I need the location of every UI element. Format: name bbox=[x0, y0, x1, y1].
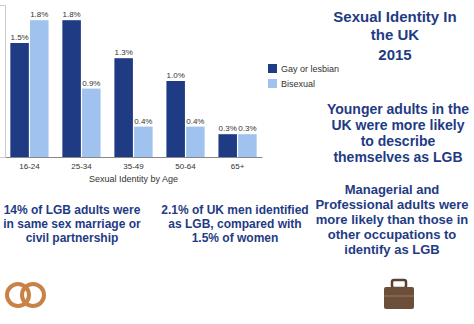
bar bbox=[238, 134, 257, 157]
x-tick: 50-64 bbox=[175, 157, 196, 171]
briefcase-body bbox=[384, 287, 414, 309]
bar bbox=[30, 20, 49, 157]
text-line: as LGB, compared with bbox=[168, 217, 301, 231]
bar bbox=[114, 58, 133, 157]
text-line: more likely than those in bbox=[316, 212, 468, 227]
text-line: Sexual Identity In bbox=[333, 8, 456, 25]
x-tick-label: 25-34 bbox=[71, 162, 92, 171]
text-line: civil partnership bbox=[26, 231, 119, 245]
x-tick-label: 16-24 bbox=[19, 162, 40, 171]
bar bbox=[10, 43, 29, 157]
text-line: 1.5% of women bbox=[192, 231, 279, 245]
text-line: Managerial and bbox=[345, 182, 440, 197]
subtitle: 2015 bbox=[378, 46, 411, 63]
x-tick-label: 50-64 bbox=[175, 162, 196, 171]
bar bbox=[134, 127, 153, 157]
x-tick: 65+ bbox=[231, 157, 245, 171]
bar bbox=[186, 127, 205, 157]
x-axis-title: Sexual Identity by Age bbox=[89, 174, 178, 184]
x-tick: 16-24 bbox=[19, 157, 40, 171]
data-label: 0.3% bbox=[238, 124, 256, 133]
text-line: to describe bbox=[361, 133, 436, 149]
x-tick: 35-49 bbox=[123, 157, 144, 171]
y-axis bbox=[0, 6, 6, 158]
text-line: Younger adults in the bbox=[327, 101, 469, 117]
text-line: UK were more likely bbox=[331, 117, 464, 133]
rings-icon bbox=[7, 284, 44, 306]
annotation: Younger adults in theUK were more likely… bbox=[327, 101, 469, 165]
annotation: 2.1% of UK men identifiedas LGB, compare… bbox=[161, 203, 308, 245]
text-line: the UK bbox=[371, 26, 420, 43]
x-tick-label: 65+ bbox=[231, 162, 245, 171]
data-label: 1.5% bbox=[10, 33, 28, 42]
x-tick-label: 35-49 bbox=[123, 162, 144, 171]
briefcase-strap bbox=[384, 295, 414, 297]
bar bbox=[82, 89, 101, 157]
data-label: 1.8% bbox=[63, 10, 81, 19]
data-label: 1.3% bbox=[115, 48, 133, 57]
chart: 1.5% 1.8% 1.3% 1.0% 0.3% 1.8% 0.9% 0.4% 0.4% 0.3%… bbox=[0, 0, 474, 324]
briefcase-handle bbox=[392, 280, 406, 288]
text-line: Professional adults were bbox=[315, 197, 468, 212]
text-line: in same sex marriage or bbox=[3, 217, 141, 231]
data-labels: 1.5% 1.8% 1.3% 1.0% 0.3% 1.8% 0.9% 0.4% 0.4% 0.3% bbox=[10, 10, 256, 133]
briefcase-icon bbox=[384, 280, 414, 309]
data-label: 0.4% bbox=[186, 117, 204, 126]
text-line: other occupations to bbox=[328, 227, 457, 242]
legend: Gay or lesbian Bisexual bbox=[268, 64, 339, 89]
bars bbox=[10, 20, 256, 157]
ring bbox=[22, 284, 44, 306]
data-label: 0.9% bbox=[82, 79, 100, 88]
x-axis-line bbox=[6, 157, 263, 158]
text-line: 14% of LGB adults were bbox=[4, 203, 141, 217]
annotation: 14% of LGB adults werein same sex marria… bbox=[3, 203, 141, 245]
annotation: Managerial andProfessional adults weremo… bbox=[315, 182, 468, 257]
text-line: themselves as LGB bbox=[333, 149, 462, 165]
x-axis: 16-24 25-34 35-49 50-64 65+ bbox=[6, 157, 263, 171]
y-axis-line bbox=[0, 6, 6, 158]
text-line: identify as LGB bbox=[344, 242, 439, 257]
data-label: 0.3% bbox=[219, 124, 237, 133]
data-label: 1.8% bbox=[30, 10, 48, 19]
bar bbox=[218, 134, 237, 157]
title: Sexual Identity Inthe UK bbox=[333, 8, 456, 43]
legend-label: Bisexual bbox=[281, 79, 315, 89]
text-line: 2.1% of UK men identified bbox=[161, 203, 308, 217]
x-tick: 25-34 bbox=[71, 157, 92, 171]
bar bbox=[166, 81, 185, 157]
data-label: 0.4% bbox=[134, 117, 152, 126]
legend-swatch bbox=[268, 64, 277, 73]
data-label: 1.0% bbox=[167, 71, 185, 80]
legend-label: Gay or lesbian bbox=[281, 64, 339, 74]
bar bbox=[62, 20, 81, 157]
legend-swatch bbox=[268, 79, 277, 88]
